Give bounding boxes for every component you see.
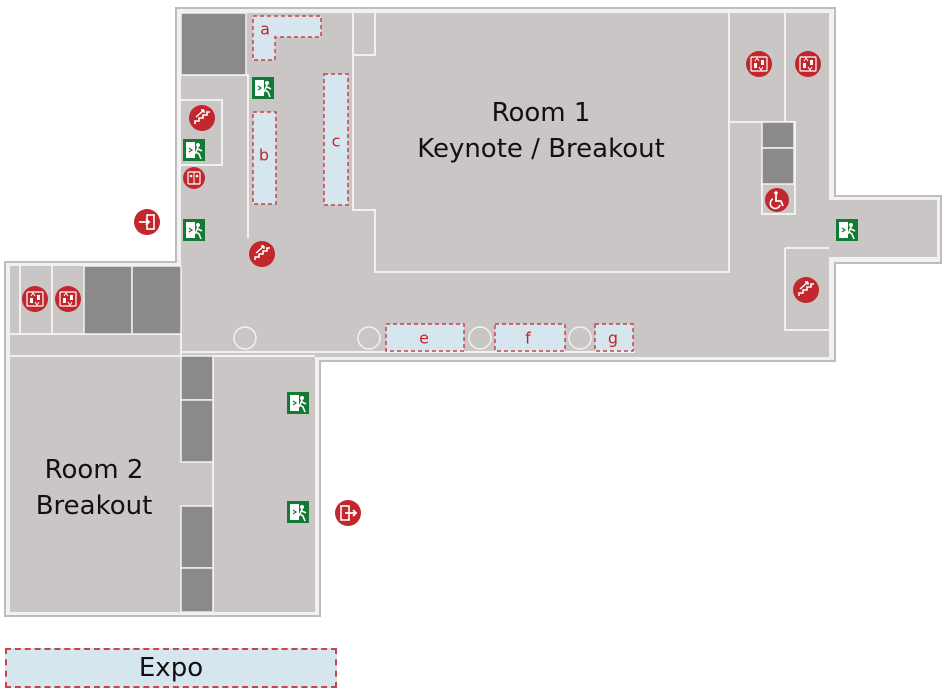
booth-a-label: a [260, 20, 270, 39]
elevator-icon [794, 50, 822, 78]
room2-name: Room 2 [45, 455, 144, 485]
booth-e[interactable] [385, 323, 465, 352]
booth-f[interactable] [494, 323, 566, 352]
room1-subtitle: Keynote / Breakout [417, 134, 665, 164]
entrance-icon [133, 208, 161, 236]
booth-c[interactable] [323, 73, 349, 206]
elevator-icon [54, 285, 82, 313]
emergency-exit-icon [182, 218, 206, 242]
booth-g[interactable] [594, 323, 634, 352]
booth-c-label: c [332, 132, 341, 151]
booth-b[interactable] [252, 111, 277, 205]
stairs-icon [792, 276, 820, 304]
emergency-exit-icon [286, 500, 310, 524]
emergency-exit-icon [286, 391, 310, 415]
legend-expo-label: Expo [138, 653, 204, 683]
booth-f-label: f [525, 329, 531, 348]
emergency-exit-icon [251, 76, 275, 100]
service-cores [83, 12, 795, 613]
stairs-icon [188, 104, 216, 132]
booth-a[interactable] [252, 15, 322, 61]
elevator-icon [21, 285, 49, 313]
emergency-exit-icon [182, 138, 206, 162]
columns [233, 326, 592, 350]
restroom-icon [182, 166, 206, 190]
emergency-exit-icon [835, 218, 859, 242]
booth-g-label: g [608, 329, 618, 348]
booth-e-label: e [419, 329, 429, 348]
room2-subtitle: Breakout [36, 491, 153, 521]
elevator-icon [745, 50, 773, 78]
expo-booths [252, 15, 634, 352]
expo-legend: Expo [5, 648, 337, 688]
wheelchair-accessible-icon [764, 187, 790, 213]
exit-icon [334, 499, 362, 527]
stairs-icon [248, 240, 276, 268]
booth-b-label: b [259, 146, 269, 165]
room1-name: Room 1 [492, 98, 591, 128]
